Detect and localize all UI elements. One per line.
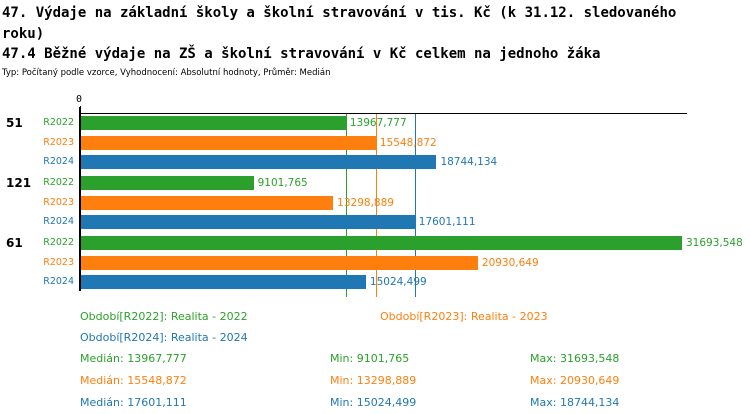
indicator-title: 47.4 Běžné výdaje na ZŠ a školní stravov… xyxy=(2,46,601,62)
x-axis-line xyxy=(81,113,687,114)
row-label-r2022: R2022 xyxy=(43,237,74,248)
report-title: 47. Výdaje na základní školy a školní st… xyxy=(2,5,677,42)
bar-51-r2023 xyxy=(81,135,376,150)
stat-min-r2023: Min: 13298,889 xyxy=(330,374,417,387)
bar-61-r2024 xyxy=(81,275,366,289)
bar-value-61-r2022: 31693,548 xyxy=(686,237,743,249)
bar-51-r2024 xyxy=(81,155,437,169)
stat-max-r2022: Max: 31693,548 xyxy=(530,352,620,365)
legend-item-r2022: Období[R2022]: Realita - 2022 xyxy=(80,310,248,323)
group-label-61: 61 xyxy=(6,236,23,250)
bar-61-r2022 xyxy=(81,236,682,250)
row-label-r2023: R2023 xyxy=(43,136,74,148)
bar-value-51-r2022: 13967,777 xyxy=(349,117,407,129)
bar-value-51-r2023: 15548,872 xyxy=(379,136,437,149)
y-axis-line xyxy=(79,107,81,291)
median-line-r2023 xyxy=(375,114,377,297)
group-label-121: 121 xyxy=(6,176,32,190)
stat-median-r2023: Medián: 15548,872 xyxy=(80,374,187,387)
x-axis-zero-tick xyxy=(80,106,81,113)
bar-51-r2022 xyxy=(81,116,346,130)
stat-max-r2023: Max: 20930,649 xyxy=(530,374,620,387)
bar-121-r2022 xyxy=(81,176,254,190)
report-header: 47. Výdaje na základní školy a školní st… xyxy=(2,3,750,81)
stat-min-r2022: Min: 9101,765 xyxy=(330,352,410,365)
row-label-r2024: R2024 xyxy=(43,156,74,167)
stat-median-r2022: Medián: 13967,777 xyxy=(80,352,187,365)
row-label-r2024: R2024 xyxy=(43,216,74,227)
bar-value-121-r2023: 13298,889 xyxy=(337,196,394,209)
row-label-r2023: R2023 xyxy=(43,196,74,208)
legend-item-r2023: Období[R2023]: Realita - 2023 xyxy=(380,310,548,323)
stat-max-r2024: Max: 18744,134 xyxy=(530,396,620,409)
row-label-r2023: R2023 xyxy=(43,256,74,268)
stat-median-r2024: Medián: 17601,111 xyxy=(80,396,187,409)
row-label-r2022: R2022 xyxy=(43,177,74,188)
bar-value-61-r2023: 20930,649 xyxy=(481,256,539,269)
bar-121-r2024 xyxy=(81,215,415,229)
bar-value-51-r2024: 18744,134 xyxy=(440,156,498,168)
x-axis-zero-label: 0 xyxy=(76,94,83,105)
median-line-r2022 xyxy=(345,114,347,297)
row-label-r2022: R2022 xyxy=(43,117,74,128)
bar-value-61-r2024: 15024,499 xyxy=(369,276,427,288)
median-line-r2024 xyxy=(414,114,416,297)
bar-value-121-r2024: 17601,111 xyxy=(418,216,476,228)
legend-item-r2024: Období[R2024]: Realita - 2024 xyxy=(80,331,248,344)
bar-121-r2023 xyxy=(81,195,334,210)
group-label-51: 51 xyxy=(6,116,23,130)
bar-value-121-r2022: 9101,765 xyxy=(257,177,308,189)
stat-min-r2024: Min: 15024,499 xyxy=(330,396,417,409)
bar-61-r2023 xyxy=(81,255,478,270)
row-label-r2024: R2024 xyxy=(43,276,74,287)
indicator-subtitle: Typ: Počítaný podle vzorce, Vyhodnocení:… xyxy=(2,67,331,78)
